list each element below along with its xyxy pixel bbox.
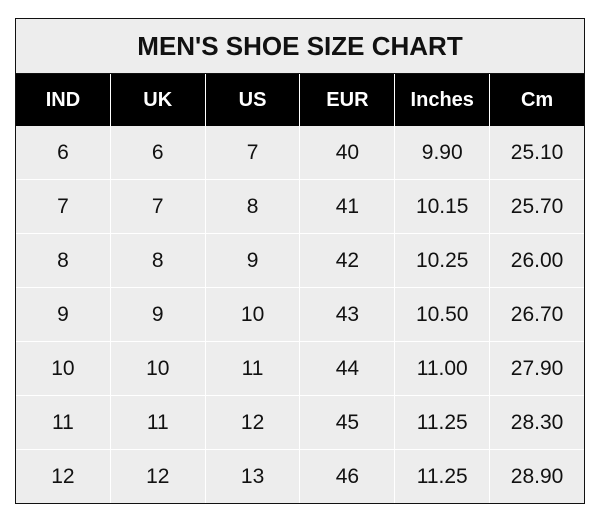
table-cell: 26.00 [510,248,564,272]
table-cell: 10 [111,342,206,395]
table-cell: 13 [206,450,301,503]
table-cell: 27.90 [510,356,564,380]
table-cell: 7 [111,180,206,233]
column-header: IND [16,74,111,126]
table-cell: 46 [300,450,396,503]
table-cell: 9 [111,288,206,341]
table-cell: 41 [300,180,396,233]
table-cell: 11.25 [395,450,491,503]
table-cell: 10 [206,288,301,341]
table-cell: 42 [300,234,396,287]
table-cell: 43 [300,288,396,341]
column-header: Inches [395,74,491,126]
table-cell: 10.15 [395,180,491,233]
table-cell: 11.00 [395,342,491,395]
size-chart-table: MEN'S SHOE SIZE CHART IND UK US EUR Inches Cm… [15,18,585,504]
table-cell: 40 [300,126,396,179]
table-cell: 7 [206,126,301,179]
table-cell: 9.90 [395,126,491,179]
table-row: 11 11 12 45 11.25 28.30 [16,396,584,450]
column-header: UK [111,74,206,126]
table-cell: 12 [206,396,301,449]
table-cell: 8 [206,180,301,233]
table-cell: 10.50 [395,288,491,341]
table-cell: 44 [300,342,396,395]
table-row: 10 10 11 44 11.00 27.90 [16,342,584,396]
table-cell: 7 [16,180,111,233]
table-row: 8 8 9 42 10.25 26.00 [16,234,584,288]
table-row: 7 7 8 41 10.15 25.70 [16,180,584,234]
table-cell: 12 [16,450,111,503]
table-row: 9 9 10 43 10.50 26.70 [16,288,584,342]
table-cell: 11.25 [395,396,491,449]
table-cell: 8 [111,234,206,287]
table-cell: 25.10 [510,140,564,164]
table-cell: 45 [300,396,396,449]
table-title: MEN'S SHOE SIZE CHART [16,19,584,74]
header-row: IND UK US EUR Inches Cm [16,74,584,126]
table-cell: 28.90 [510,464,564,488]
table-cell: 10.25 [395,234,491,287]
table-cell: 11 [16,396,111,449]
table-cell: 10 [16,342,111,395]
table-cell: 28.30 [510,410,564,434]
table-row: 12 12 13 46 11.25 28.90 [16,450,584,503]
table-cell: 8 [16,234,111,287]
column-header: Cm [520,88,554,111]
table-cell: 12 [111,450,206,503]
table-body: 6 6 7 40 9.90 25.10 7 7 8 41 10.15 25.70 8 8 9 42 10.25 2… [16,126,584,503]
table-cell: 9 [206,234,301,287]
table-cell: 9 [16,288,111,341]
column-header: EUR [300,74,396,126]
table-cell: 11 [206,342,301,395]
table-cell: 25.70 [510,194,564,218]
table-cell: 6 [16,126,111,179]
table-cell: 6 [111,126,206,179]
table-cell: 11 [111,396,206,449]
column-header: US [206,74,301,126]
table-cell: 26.70 [510,302,564,326]
table-row: 6 6 7 40 9.90 25.10 [16,126,584,180]
